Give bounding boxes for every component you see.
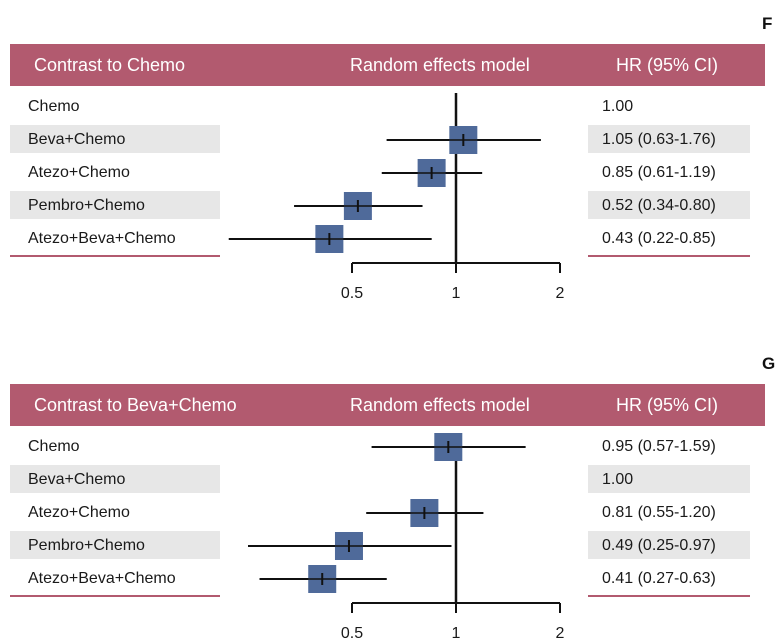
row-band — [10, 531, 220, 559]
row-hr-value: 0.43 (0.22-0.85) — [602, 230, 716, 247]
row-hr-value: 1.00 — [602, 471, 634, 488]
header-hr: HR (95% CI) — [616, 395, 719, 415]
header-model: Random effects model — [350, 395, 530, 415]
table-underline — [10, 595, 220, 597]
row-band — [10, 465, 220, 493]
x-tick-label: 2 — [556, 285, 565, 302]
header-contrast: Contrast to Beva+Chemo — [34, 395, 237, 415]
row-hr-value: 0.95 (0.57-1.59) — [602, 438, 716, 455]
row-label: Chemo — [28, 438, 80, 455]
row-hr-value: 1.00 — [602, 98, 634, 115]
header-model: Random effects model — [350, 55, 530, 75]
row-hr-value: 0.52 (0.34-0.80) — [602, 197, 716, 214]
row-band — [588, 125, 750, 153]
row-band — [588, 191, 750, 219]
row-hr-value: 0.81 (0.55-1.20) — [602, 504, 716, 521]
row-band — [10, 191, 220, 219]
row-label: Beva+Chemo — [28, 131, 126, 148]
row-band — [10, 125, 220, 153]
table-underline — [588, 595, 750, 597]
table-header: Contrast to Beva+Chemo Random effects mo… — [10, 384, 765, 426]
row-hr-value: 0.85 (0.61-1.19) — [602, 164, 716, 181]
table-header: Contrast to Chemo Random effects model H… — [10, 44, 765, 86]
forest-plot-panel-f: F Contrast to Chemo Random effects model… — [0, 0, 775, 302]
row-label: Chemo — [28, 98, 80, 115]
header-hr: HR (95% CI) — [616, 55, 719, 75]
row-label: Atezo+Beva+Chemo — [28, 230, 176, 247]
table-underline — [588, 255, 750, 257]
x-tick-label: 1 — [452, 285, 461, 302]
forest-plot-area: 0.5 1 2 — [248, 433, 565, 640]
row-hr-value: 0.49 (0.25-0.97) — [602, 537, 716, 554]
row-hr-value: 0.41 (0.27-0.63) — [602, 570, 716, 587]
x-tick-label: 0.5 — [341, 625, 363, 640]
table-underline — [10, 255, 220, 257]
row-label: Beva+Chemo — [28, 471, 126, 488]
row-label: Atezo+Beva+Chemo — [28, 570, 176, 587]
panel-letter: G — [762, 354, 775, 373]
forest-plot-panel-g: G Contrast to Beva+Chemo Random effects … — [0, 340, 775, 640]
row-label: Pembro+Chemo — [28, 537, 145, 554]
row-label: Atezo+Chemo — [28, 164, 130, 181]
header-contrast: Contrast to Chemo — [34, 55, 186, 75]
row-band — [588, 531, 750, 559]
row-hr-value: 1.05 (0.63-1.76) — [602, 131, 716, 148]
row-label: Pembro+Chemo — [28, 197, 145, 214]
x-tick-label: 1 — [452, 625, 461, 640]
row-band — [588, 465, 750, 493]
forest-plot-area: 0.5 1 2 — [228, 93, 565, 302]
x-tick-label: 0.5 — [341, 285, 363, 302]
x-tick-label: 2 — [556, 625, 565, 640]
row-label: Atezo+Chemo — [28, 504, 130, 521]
panel-letter: F — [762, 14, 773, 33]
